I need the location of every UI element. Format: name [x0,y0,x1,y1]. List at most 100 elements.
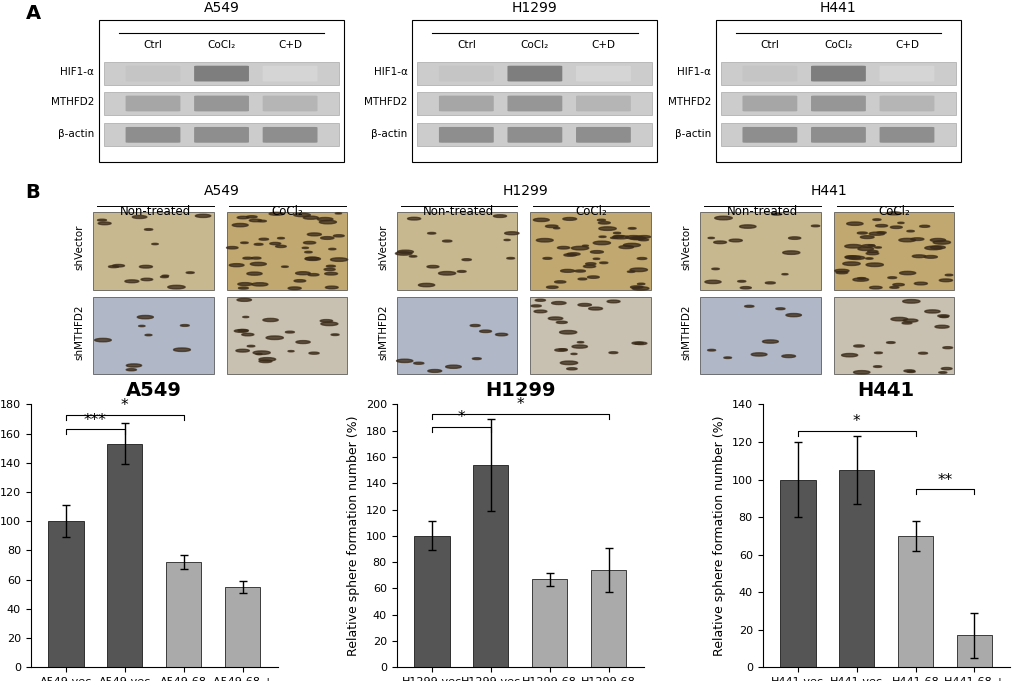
Circle shape [196,215,211,217]
Text: CoCl₂: CoCl₂ [575,205,606,218]
Circle shape [145,229,153,230]
Circle shape [503,239,510,240]
Circle shape [567,368,577,370]
Circle shape [559,361,577,364]
Circle shape [442,240,451,242]
Circle shape [229,264,244,267]
Circle shape [923,255,936,258]
FancyBboxPatch shape [412,20,656,162]
Circle shape [309,352,319,354]
FancyBboxPatch shape [715,20,960,162]
Circle shape [536,238,552,242]
FancyBboxPatch shape [438,127,493,143]
Circle shape [919,225,929,227]
Circle shape [782,274,788,275]
Circle shape [744,305,753,307]
FancyBboxPatch shape [878,65,933,82]
Circle shape [869,286,881,289]
Circle shape [890,226,902,228]
Circle shape [249,219,262,222]
Circle shape [857,232,866,234]
Circle shape [874,225,887,227]
Circle shape [936,315,949,317]
Circle shape [108,266,118,268]
Circle shape [637,283,644,285]
Circle shape [141,279,153,281]
Circle shape [918,352,926,354]
Circle shape [844,244,861,248]
Circle shape [305,257,320,260]
Y-axis label: Relative sphere formation number (%): Relative sphere formation number (%) [712,415,726,656]
Circle shape [572,345,587,348]
Circle shape [254,243,263,245]
Text: *: * [852,414,860,430]
Circle shape [555,321,567,323]
Circle shape [588,307,602,310]
Text: HIF1-α: HIF1-α [60,67,94,78]
Circle shape [853,370,869,374]
Circle shape [841,353,857,357]
FancyBboxPatch shape [125,65,180,82]
Circle shape [551,302,566,304]
Text: β-actin: β-actin [58,129,94,139]
FancyBboxPatch shape [742,127,797,143]
FancyBboxPatch shape [125,95,180,112]
Circle shape [427,266,438,268]
Text: H441: H441 [809,183,846,197]
Title: H441: H441 [857,381,914,400]
Circle shape [902,300,919,303]
Circle shape [865,257,872,259]
Text: H441: H441 [819,1,856,15]
Circle shape [942,347,952,349]
Circle shape [929,238,945,242]
Circle shape [886,342,895,343]
Circle shape [587,276,598,279]
Circle shape [906,371,914,373]
Circle shape [138,315,153,319]
Circle shape [472,358,481,360]
FancyBboxPatch shape [720,92,955,115]
Circle shape [317,217,332,221]
Circle shape [868,232,883,236]
Circle shape [612,236,624,238]
Circle shape [234,330,248,332]
Circle shape [876,232,886,234]
Bar [224,587,260,667]
Circle shape [556,247,570,249]
FancyBboxPatch shape [194,65,249,82]
Text: H1299: H1299 [512,1,557,15]
Circle shape [810,225,819,227]
FancyBboxPatch shape [438,95,493,112]
Text: Non-treated: Non-treated [119,205,191,218]
Circle shape [567,253,580,255]
Text: Non-treated: Non-treated [423,205,494,218]
FancyBboxPatch shape [396,212,517,289]
Circle shape [729,239,742,242]
FancyBboxPatch shape [417,123,652,146]
Circle shape [848,256,864,259]
Circle shape [256,353,262,355]
Circle shape [628,227,636,229]
Text: Non-treated: Non-treated [727,205,798,218]
Text: HIF1-α: HIF1-α [373,67,408,78]
Circle shape [243,257,253,259]
Title: H1299: H1299 [484,381,555,400]
Circle shape [253,351,270,354]
Circle shape [307,233,321,236]
Circle shape [427,370,441,373]
Text: *: * [458,411,465,426]
Circle shape [903,370,914,372]
Circle shape [582,245,588,247]
Circle shape [98,219,106,221]
Circle shape [598,236,605,238]
Circle shape [397,250,413,253]
Circle shape [632,237,645,240]
Text: MTHFD2: MTHFD2 [364,97,408,108]
Circle shape [126,368,137,370]
Circle shape [237,283,252,285]
Circle shape [782,355,795,358]
Circle shape [445,365,461,368]
Bar [532,580,567,667]
Circle shape [180,325,190,326]
Circle shape [242,333,254,336]
